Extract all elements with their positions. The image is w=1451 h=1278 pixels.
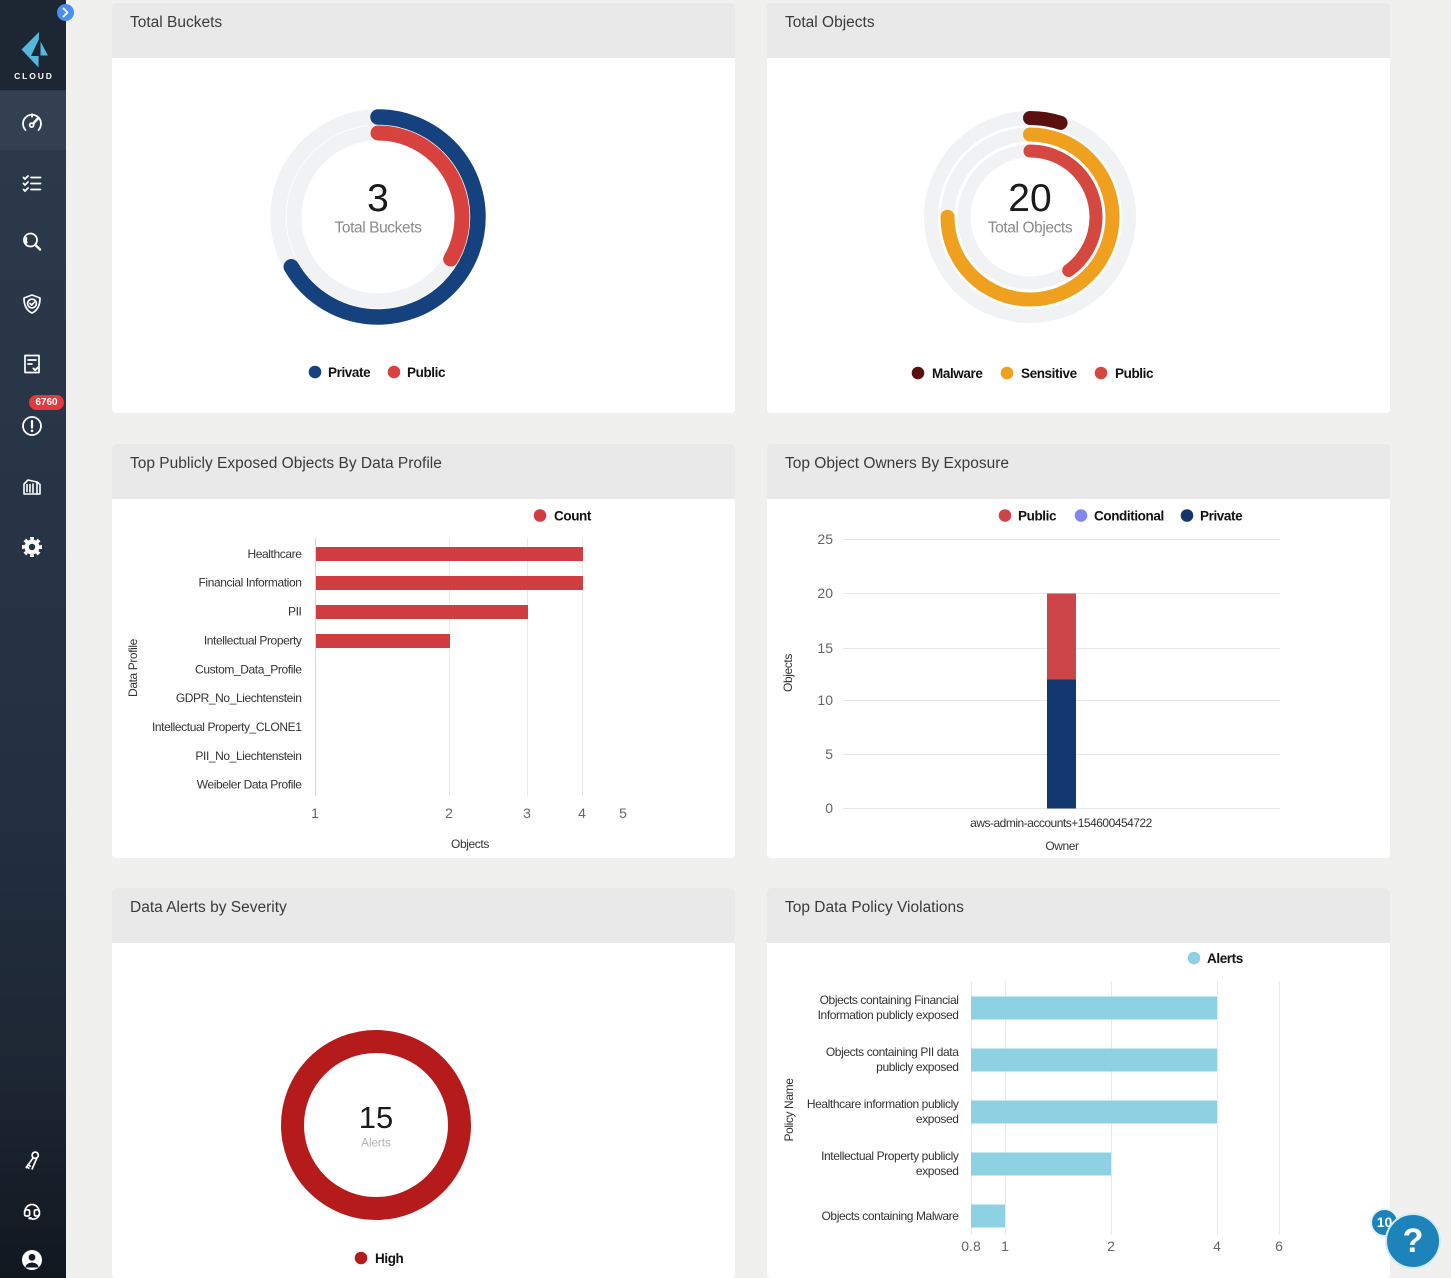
svg-text:2: 2: [445, 805, 453, 821]
svg-text:25: 25: [817, 531, 833, 547]
svg-text:0.8: 0.8: [961, 1238, 981, 1254]
svg-text:20: 20: [1008, 177, 1051, 220]
svg-text:1: 1: [1001, 1238, 1009, 1254]
svg-text:Public: Public: [1018, 509, 1057, 524]
svg-text:Public: Public: [1115, 366, 1154, 381]
svg-text:Conditional: Conditional: [1094, 509, 1164, 524]
svg-text:publicly exposed: publicly exposed: [876, 1060, 958, 1074]
svg-text:10: 10: [817, 692, 833, 708]
svg-text:5: 5: [619, 805, 627, 821]
svg-text:2: 2: [1107, 1238, 1115, 1254]
svg-text:Weibeler Data Profile: Weibeler Data Profile: [197, 778, 302, 792]
svg-text:Total Objects: Total Objects: [988, 220, 1073, 237]
svg-text:PII_No_Liechtenstein: PII_No_Liechtenstein: [195, 749, 301, 763]
svg-text:Policy Name: Policy Name: [782, 1078, 796, 1142]
svg-text:Alerts: Alerts: [1207, 951, 1243, 966]
svg-text:15: 15: [359, 1100, 393, 1135]
svg-text:Public: Public: [407, 365, 446, 380]
svg-text:Count: Count: [554, 509, 592, 524]
svg-text:Objects: Objects: [781, 654, 795, 692]
svg-text:15: 15: [817, 640, 833, 656]
svg-text:Objects: Objects: [451, 837, 489, 851]
svg-text:GDPR_No_Liechtenstein: GDPR_No_Liechtenstein: [176, 691, 302, 705]
svg-text:Objects containing Financial: Objects containing Financial: [820, 993, 959, 1007]
svg-text:Sensitive: Sensitive: [1021, 366, 1078, 381]
svg-text:Objects containing Malware: Objects containing Malware: [821, 1209, 959, 1223]
svg-text:PII: PII: [288, 605, 302, 619]
svg-text:Healthcare information publicl: Healthcare information publicly: [807, 1097, 959, 1111]
svg-text:4: 4: [1213, 1238, 1221, 1254]
svg-text:Healthcare: Healthcare: [247, 547, 302, 561]
svg-text:Owner: Owner: [1045, 839, 1079, 853]
svg-text:1: 1: [311, 805, 319, 821]
svg-text:exposed: exposed: [916, 1112, 959, 1126]
svg-text:3: 3: [523, 805, 531, 821]
svg-text:High: High: [375, 1251, 404, 1266]
svg-text:exposed: exposed: [916, 1164, 959, 1178]
svg-text:6: 6: [1275, 1238, 1283, 1254]
svg-text:Custom_Data_Profile: Custom_Data_Profile: [195, 662, 302, 676]
svg-text:Total Buckets: Total Buckets: [335, 220, 423, 237]
svg-text:Intellectual Property_CLONE1: Intellectual Property_CLONE1: [152, 720, 302, 734]
svg-text:Private: Private: [1200, 509, 1243, 524]
svg-text:5: 5: [825, 746, 833, 762]
svg-text:0: 0: [825, 800, 833, 816]
svg-text:Objects containing PII data: Objects containing PII data: [826, 1045, 959, 1059]
svg-text:Data Profile: Data Profile: [126, 638, 140, 697]
svg-text:Malware: Malware: [932, 366, 983, 381]
svg-text:4: 4: [578, 805, 586, 821]
svg-text:Information publicly exposed: Information publicly exposed: [818, 1008, 959, 1022]
svg-text:Private: Private: [328, 365, 371, 380]
svg-text:Alerts: Alerts: [361, 1138, 391, 1150]
svg-text:20: 20: [817, 585, 833, 601]
svg-text:3: 3: [367, 177, 389, 220]
svg-text:Financial Information: Financial Information: [199, 576, 302, 590]
svg-text:aws-admin-accounts+15460045472: aws-admin-accounts+154600454722: [970, 816, 1152, 830]
svg-text:Intellectual Property publicly: Intellectual Property publicly: [821, 1149, 959, 1163]
svg-text:Intellectual Property: Intellectual Property: [204, 634, 302, 648]
